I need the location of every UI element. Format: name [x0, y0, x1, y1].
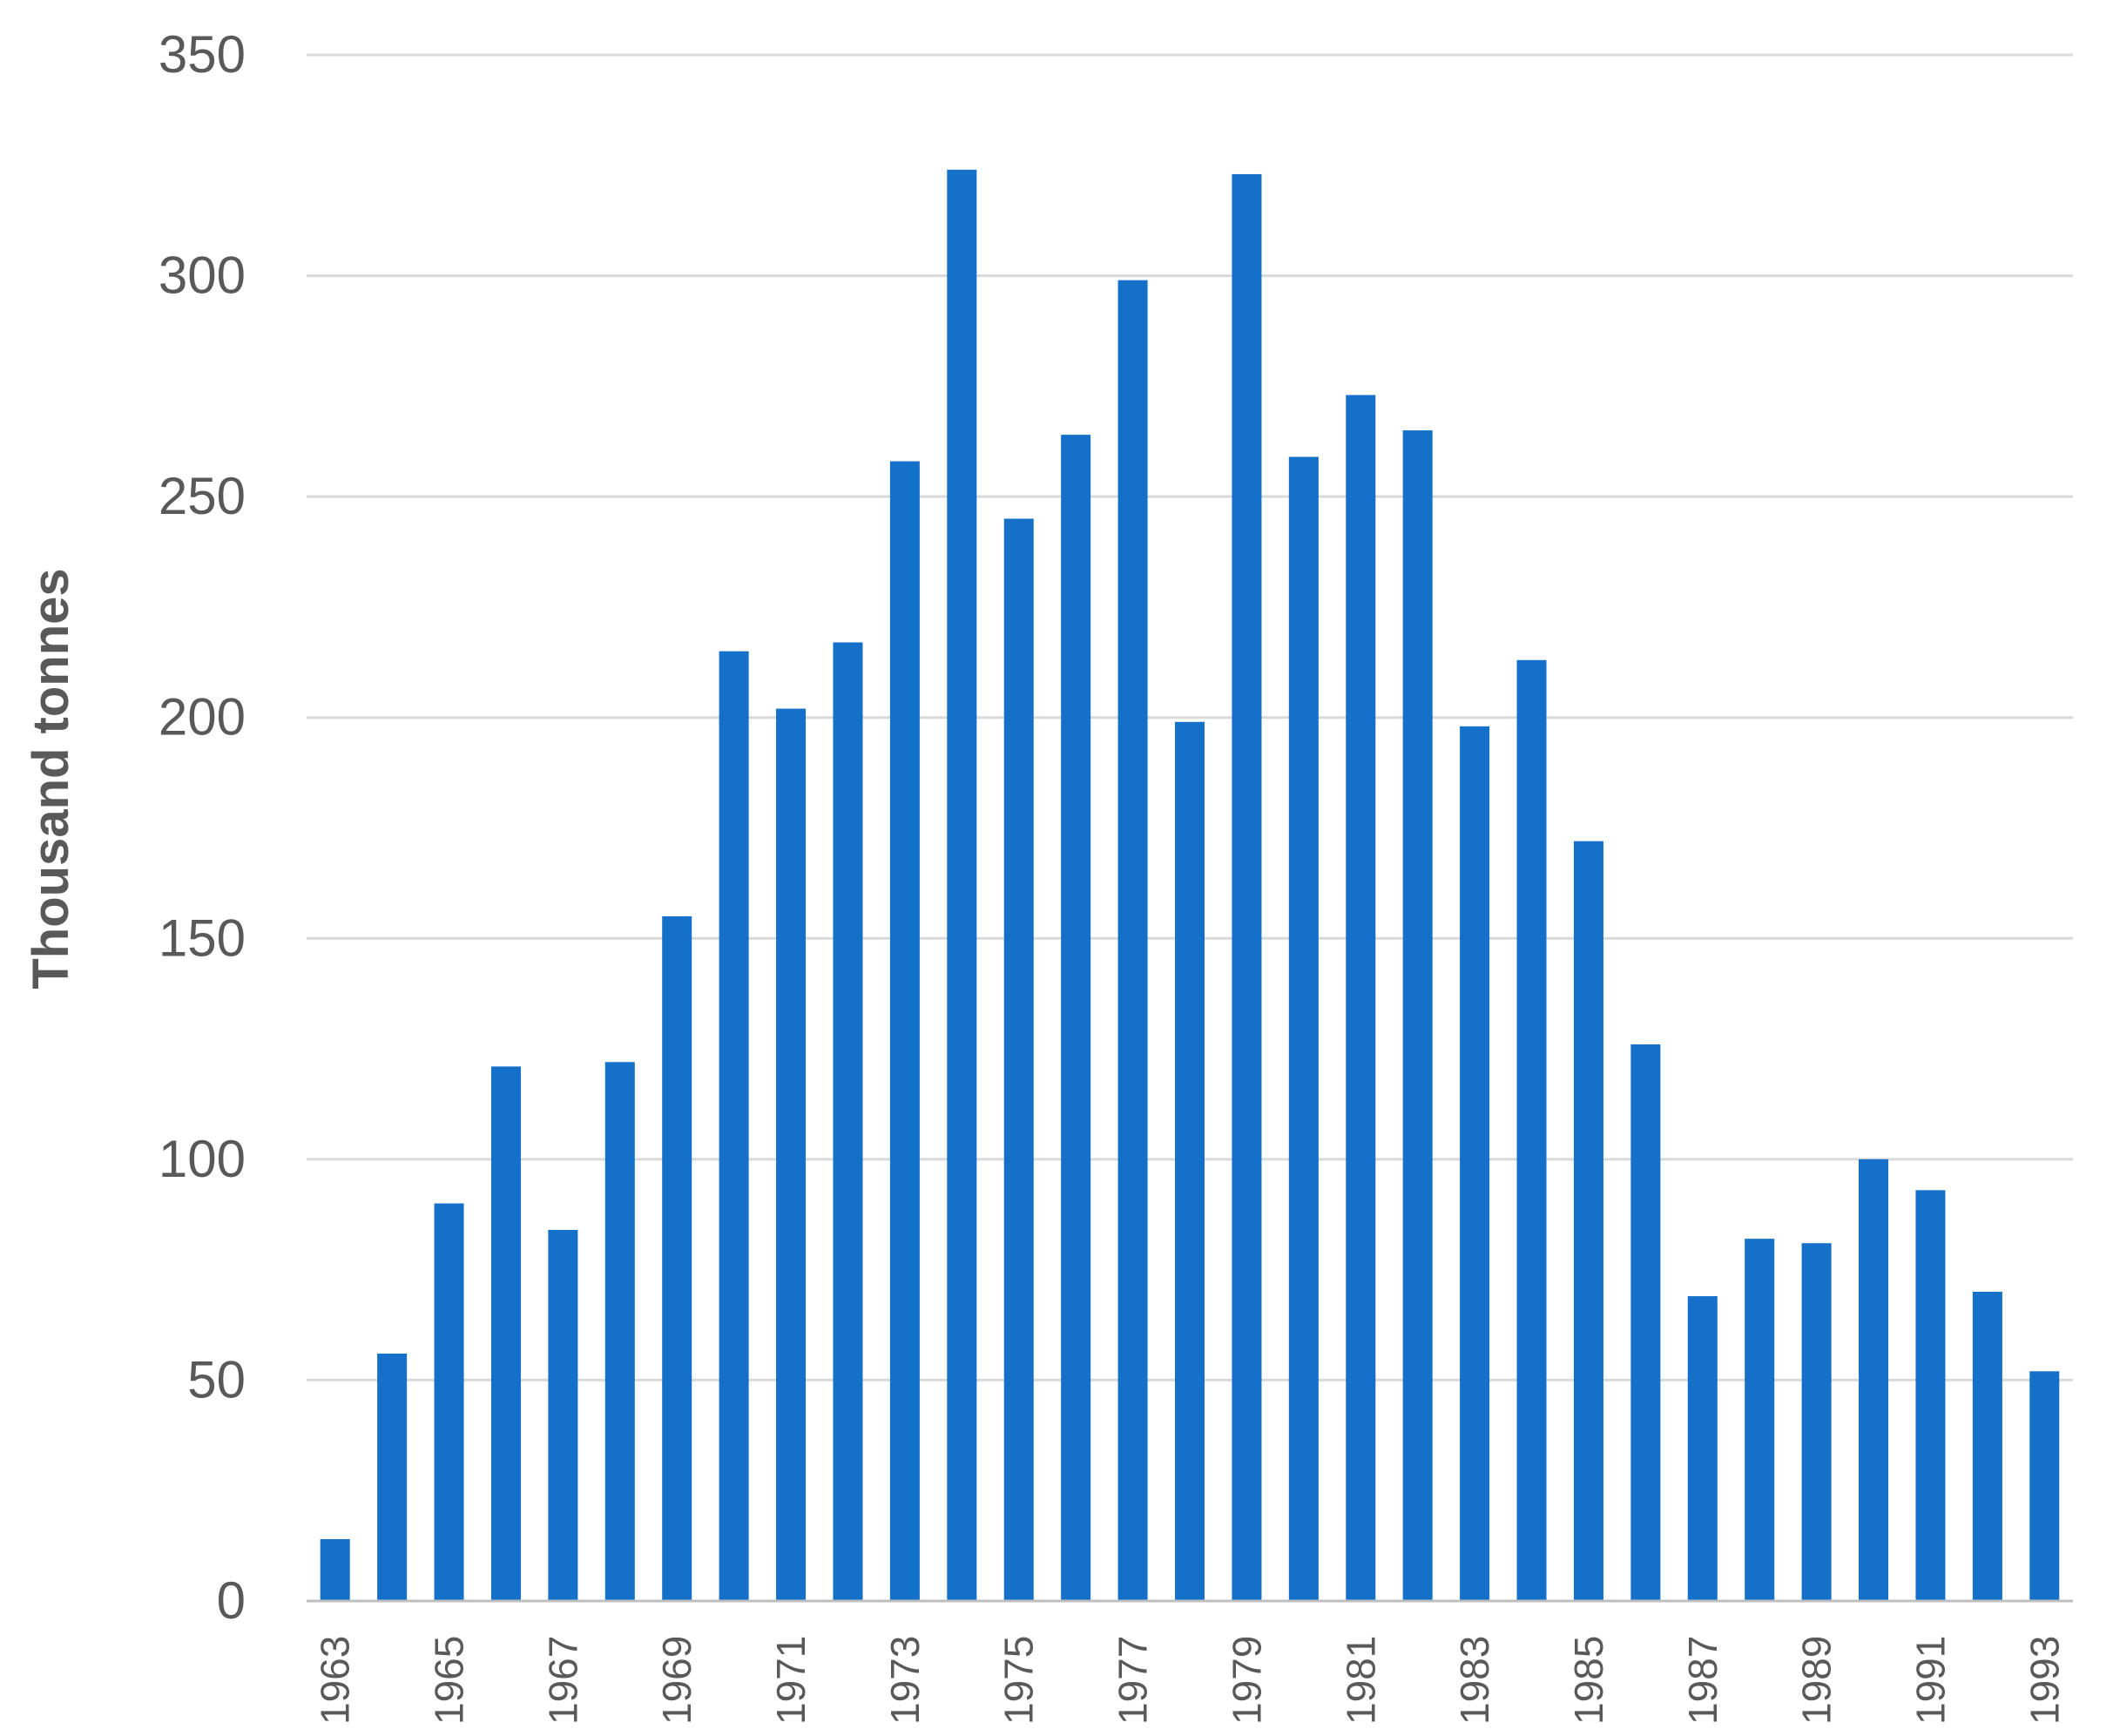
x-tick-label-1977: 1977 — [1111, 1636, 1156, 1725]
x-tick-label-1985: 1985 — [1566, 1636, 1611, 1725]
bar-1982 — [1402, 430, 1433, 1602]
bar-1991 — [1915, 1190, 1946, 1601]
x-tick-label-1965: 1965 — [427, 1636, 472, 1725]
bars — [320, 169, 2060, 1602]
bar-1993 — [2029, 1371, 2060, 1601]
bar-1985 — [1573, 841, 1603, 1601]
y-tick-label-300: 300 — [159, 247, 246, 305]
bar-1974 — [947, 169, 977, 1601]
bar-1965 — [434, 1203, 464, 1601]
x-tick-label-1993: 1993 — [2022, 1636, 2067, 1725]
y-tick-label-0: 0 — [217, 1571, 246, 1630]
x-tick-label-1967: 1967 — [540, 1636, 585, 1725]
x-tick-label-1975: 1975 — [996, 1636, 1042, 1725]
bar-1992 — [1972, 1292, 2002, 1601]
bar-1987 — [1687, 1296, 1718, 1601]
x-tick-label-1963: 1963 — [313, 1636, 358, 1725]
x-tick-label-1969: 1969 — [654, 1636, 699, 1725]
x-tick-labels: 1963 1965 1967 1969 1971 1973 1975 1977 1979 1981… — [313, 1636, 2068, 1725]
bar-1973 — [889, 461, 920, 1601]
bar-1964 — [377, 1354, 408, 1601]
y-tick-label-50: 50 — [187, 1350, 246, 1408]
y-tick-label-100: 100 — [159, 1130, 246, 1188]
bar-1984 — [1516, 659, 1547, 1602]
y-tick-label-350: 350 — [159, 25, 246, 84]
y-axis-label: Thousand tonnes — [23, 568, 79, 989]
x-tick-label-1981: 1981 — [1338, 1636, 1383, 1725]
y-tick-label-150: 150 — [159, 909, 246, 967]
bar-1977 — [1117, 280, 1148, 1602]
x-tick-label-1987: 1987 — [1680, 1636, 1725, 1725]
x-tick-label-1971: 1971 — [768, 1636, 813, 1725]
bar-1988 — [1745, 1239, 1775, 1601]
y-tick-labels: 0 50 100 150 200 250 300 350 — [159, 25, 246, 1630]
bar-1979 — [1232, 173, 1262, 1601]
x-tick-label-1979: 1979 — [1224, 1636, 1269, 1725]
y-tick-label-250: 250 — [159, 467, 246, 525]
bar-1967 — [548, 1230, 578, 1601]
bar-1972 — [833, 642, 863, 1601]
bar-1971 — [776, 708, 807, 1601]
bar-1976 — [1061, 435, 1091, 1602]
bar-1966 — [490, 1066, 521, 1601]
bar-1970 — [719, 651, 749, 1602]
bar-1990 — [1859, 1158, 1889, 1601]
bar-1983 — [1460, 726, 1490, 1601]
y-tick-label-200: 200 — [159, 688, 246, 746]
bar-1986 — [1630, 1044, 1661, 1601]
x-tick-label-1973: 1973 — [882, 1636, 928, 1725]
bar-1968 — [604, 1062, 635, 1601]
bar-1975 — [1003, 518, 1034, 1601]
x-tick-label-1983: 1983 — [1452, 1636, 1497, 1725]
bar-1989 — [1801, 1243, 1832, 1601]
bar-1969 — [662, 915, 692, 1601]
bar-1981 — [1346, 395, 1376, 1601]
bar-1978 — [1174, 721, 1205, 1601]
bar-1980 — [1288, 456, 1319, 1601]
bar-1963 — [320, 1539, 350, 1601]
x-tick-label-1989: 1989 — [1794, 1636, 1840, 1725]
x-tick-label-1991: 1991 — [1907, 1636, 1953, 1725]
